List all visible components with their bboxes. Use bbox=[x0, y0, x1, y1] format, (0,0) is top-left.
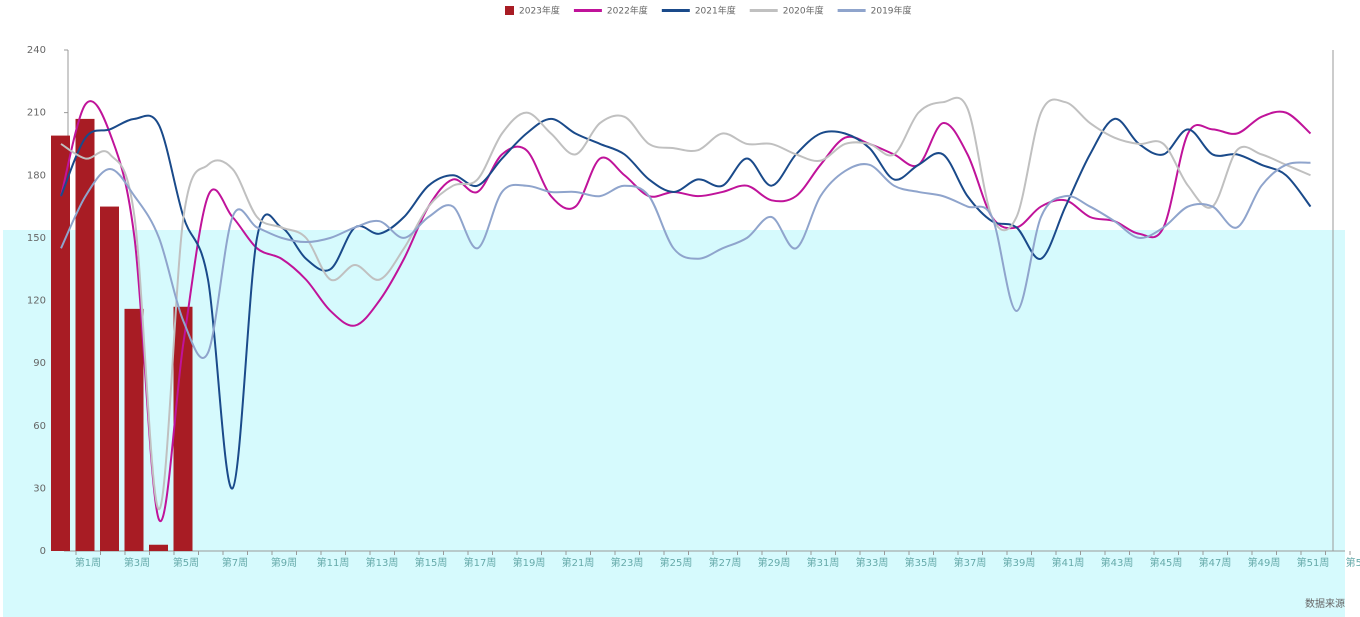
bar bbox=[124, 308, 144, 551]
x-tick-label: 第35周 bbox=[905, 556, 938, 569]
y-tick-label: 90 bbox=[33, 358, 46, 369]
x-tick-label: 第47周 bbox=[1199, 556, 1232, 569]
bar bbox=[100, 206, 119, 551]
y-tick-label: 180 bbox=[27, 170, 46, 181]
y-tick-label: 150 bbox=[27, 233, 46, 244]
x-tick-label: 第41周 bbox=[1052, 556, 1085, 569]
bar bbox=[149, 544, 168, 551]
x-tick-label: 第37周 bbox=[954, 556, 987, 569]
x-tick-label: 第5周 bbox=[173, 556, 199, 569]
x-tick-label: 第23周 bbox=[611, 556, 644, 569]
x-tick-label: 第29周 bbox=[758, 556, 791, 569]
y-tick-label: 60 bbox=[33, 421, 46, 432]
legend-swatch bbox=[505, 6, 514, 15]
x-tick-label: 第51周 bbox=[1297, 556, 1330, 569]
line bbox=[60, 114, 1312, 490]
legend-label: 2023年度 bbox=[519, 5, 560, 17]
x-tick-label: 第39周 bbox=[1003, 556, 1036, 569]
legend-label: 2020年度 bbox=[783, 5, 824, 17]
x-tick-label: 第7周 bbox=[222, 556, 248, 569]
x-tick-label: 第45周 bbox=[1150, 556, 1183, 569]
x-tick-label: 第1周 bbox=[75, 556, 101, 569]
y-tick-label: 30 bbox=[33, 483, 46, 494]
legend-label: 2022年度 bbox=[607, 5, 648, 17]
source: 数据来源 bbox=[1305, 597, 1345, 610]
x-tick-label: 第21周 bbox=[562, 556, 595, 569]
y-tick-label: 0 bbox=[40, 546, 46, 557]
bar bbox=[75, 118, 95, 551]
x-tick-label: 第33周 bbox=[856, 556, 889, 569]
line bbox=[60, 96, 1311, 511]
background-band bbox=[3, 230, 1345, 617]
x-tick-label: 第19周 bbox=[513, 556, 546, 569]
x-tick-label: 第17周 bbox=[464, 556, 497, 569]
y-tick-label: 240 bbox=[27, 45, 46, 56]
legend-label: 2021年度 bbox=[695, 5, 736, 17]
line bbox=[60, 161, 1311, 359]
x-tick-label: 第31周 bbox=[807, 556, 840, 569]
bar bbox=[51, 135, 70, 551]
x-tick-label: 第49周 bbox=[1248, 556, 1281, 569]
x-tick-label: 第53周 bbox=[1346, 556, 1360, 569]
x-tick-label: 第13周 bbox=[366, 556, 399, 569]
x-tick-label: 第43周 bbox=[1101, 556, 1134, 569]
x-tick-label: 第11周 bbox=[317, 556, 350, 569]
x-tick-label: 第25周 bbox=[660, 556, 693, 569]
legend-label: 2019年度 bbox=[871, 5, 912, 17]
line bbox=[60, 100, 1312, 523]
y-tick-label: 210 bbox=[27, 108, 46, 119]
y-tick-label: 120 bbox=[27, 296, 46, 307]
bar bbox=[173, 306, 193, 551]
x-tick-label: 第27周 bbox=[709, 556, 742, 569]
x-tick-label: 第9周 bbox=[271, 556, 297, 569]
x-tick-label: 第15周 bbox=[415, 556, 448, 569]
x-tick-label: 第3周 bbox=[124, 556, 150, 569]
